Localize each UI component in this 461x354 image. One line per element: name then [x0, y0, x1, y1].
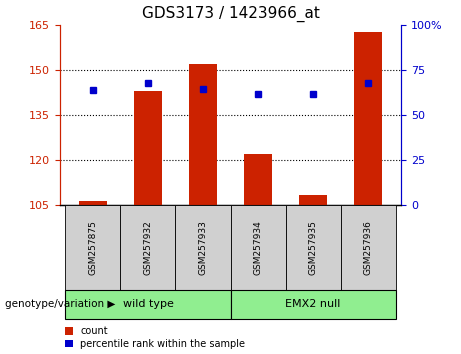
- FancyBboxPatch shape: [176, 205, 230, 290]
- FancyBboxPatch shape: [230, 205, 285, 290]
- Text: EMX2 null: EMX2 null: [285, 299, 341, 309]
- Text: GSM257875: GSM257875: [89, 220, 97, 275]
- Bar: [244, 154, 272, 205]
- Text: GSM257935: GSM257935: [308, 220, 318, 275]
- Text: GSM257936: GSM257936: [364, 220, 372, 275]
- Bar: [299, 195, 327, 205]
- FancyBboxPatch shape: [65, 290, 230, 319]
- Text: genotype/variation ▶: genotype/variation ▶: [5, 299, 115, 309]
- Bar: [189, 64, 217, 205]
- FancyBboxPatch shape: [120, 205, 176, 290]
- Legend: count, percentile rank within the sample: count, percentile rank within the sample: [65, 326, 245, 349]
- FancyBboxPatch shape: [285, 205, 341, 290]
- Text: wild type: wild type: [123, 299, 173, 309]
- Bar: [355, 32, 382, 205]
- FancyBboxPatch shape: [341, 205, 396, 290]
- Text: GSM257933: GSM257933: [199, 220, 207, 275]
- Bar: [134, 91, 162, 205]
- Bar: [79, 201, 106, 205]
- Text: GSM257932: GSM257932: [143, 221, 153, 275]
- FancyBboxPatch shape: [230, 290, 396, 319]
- FancyBboxPatch shape: [65, 205, 120, 290]
- Text: GSM257934: GSM257934: [254, 221, 262, 275]
- Title: GDS3173 / 1423966_at: GDS3173 / 1423966_at: [142, 6, 319, 22]
